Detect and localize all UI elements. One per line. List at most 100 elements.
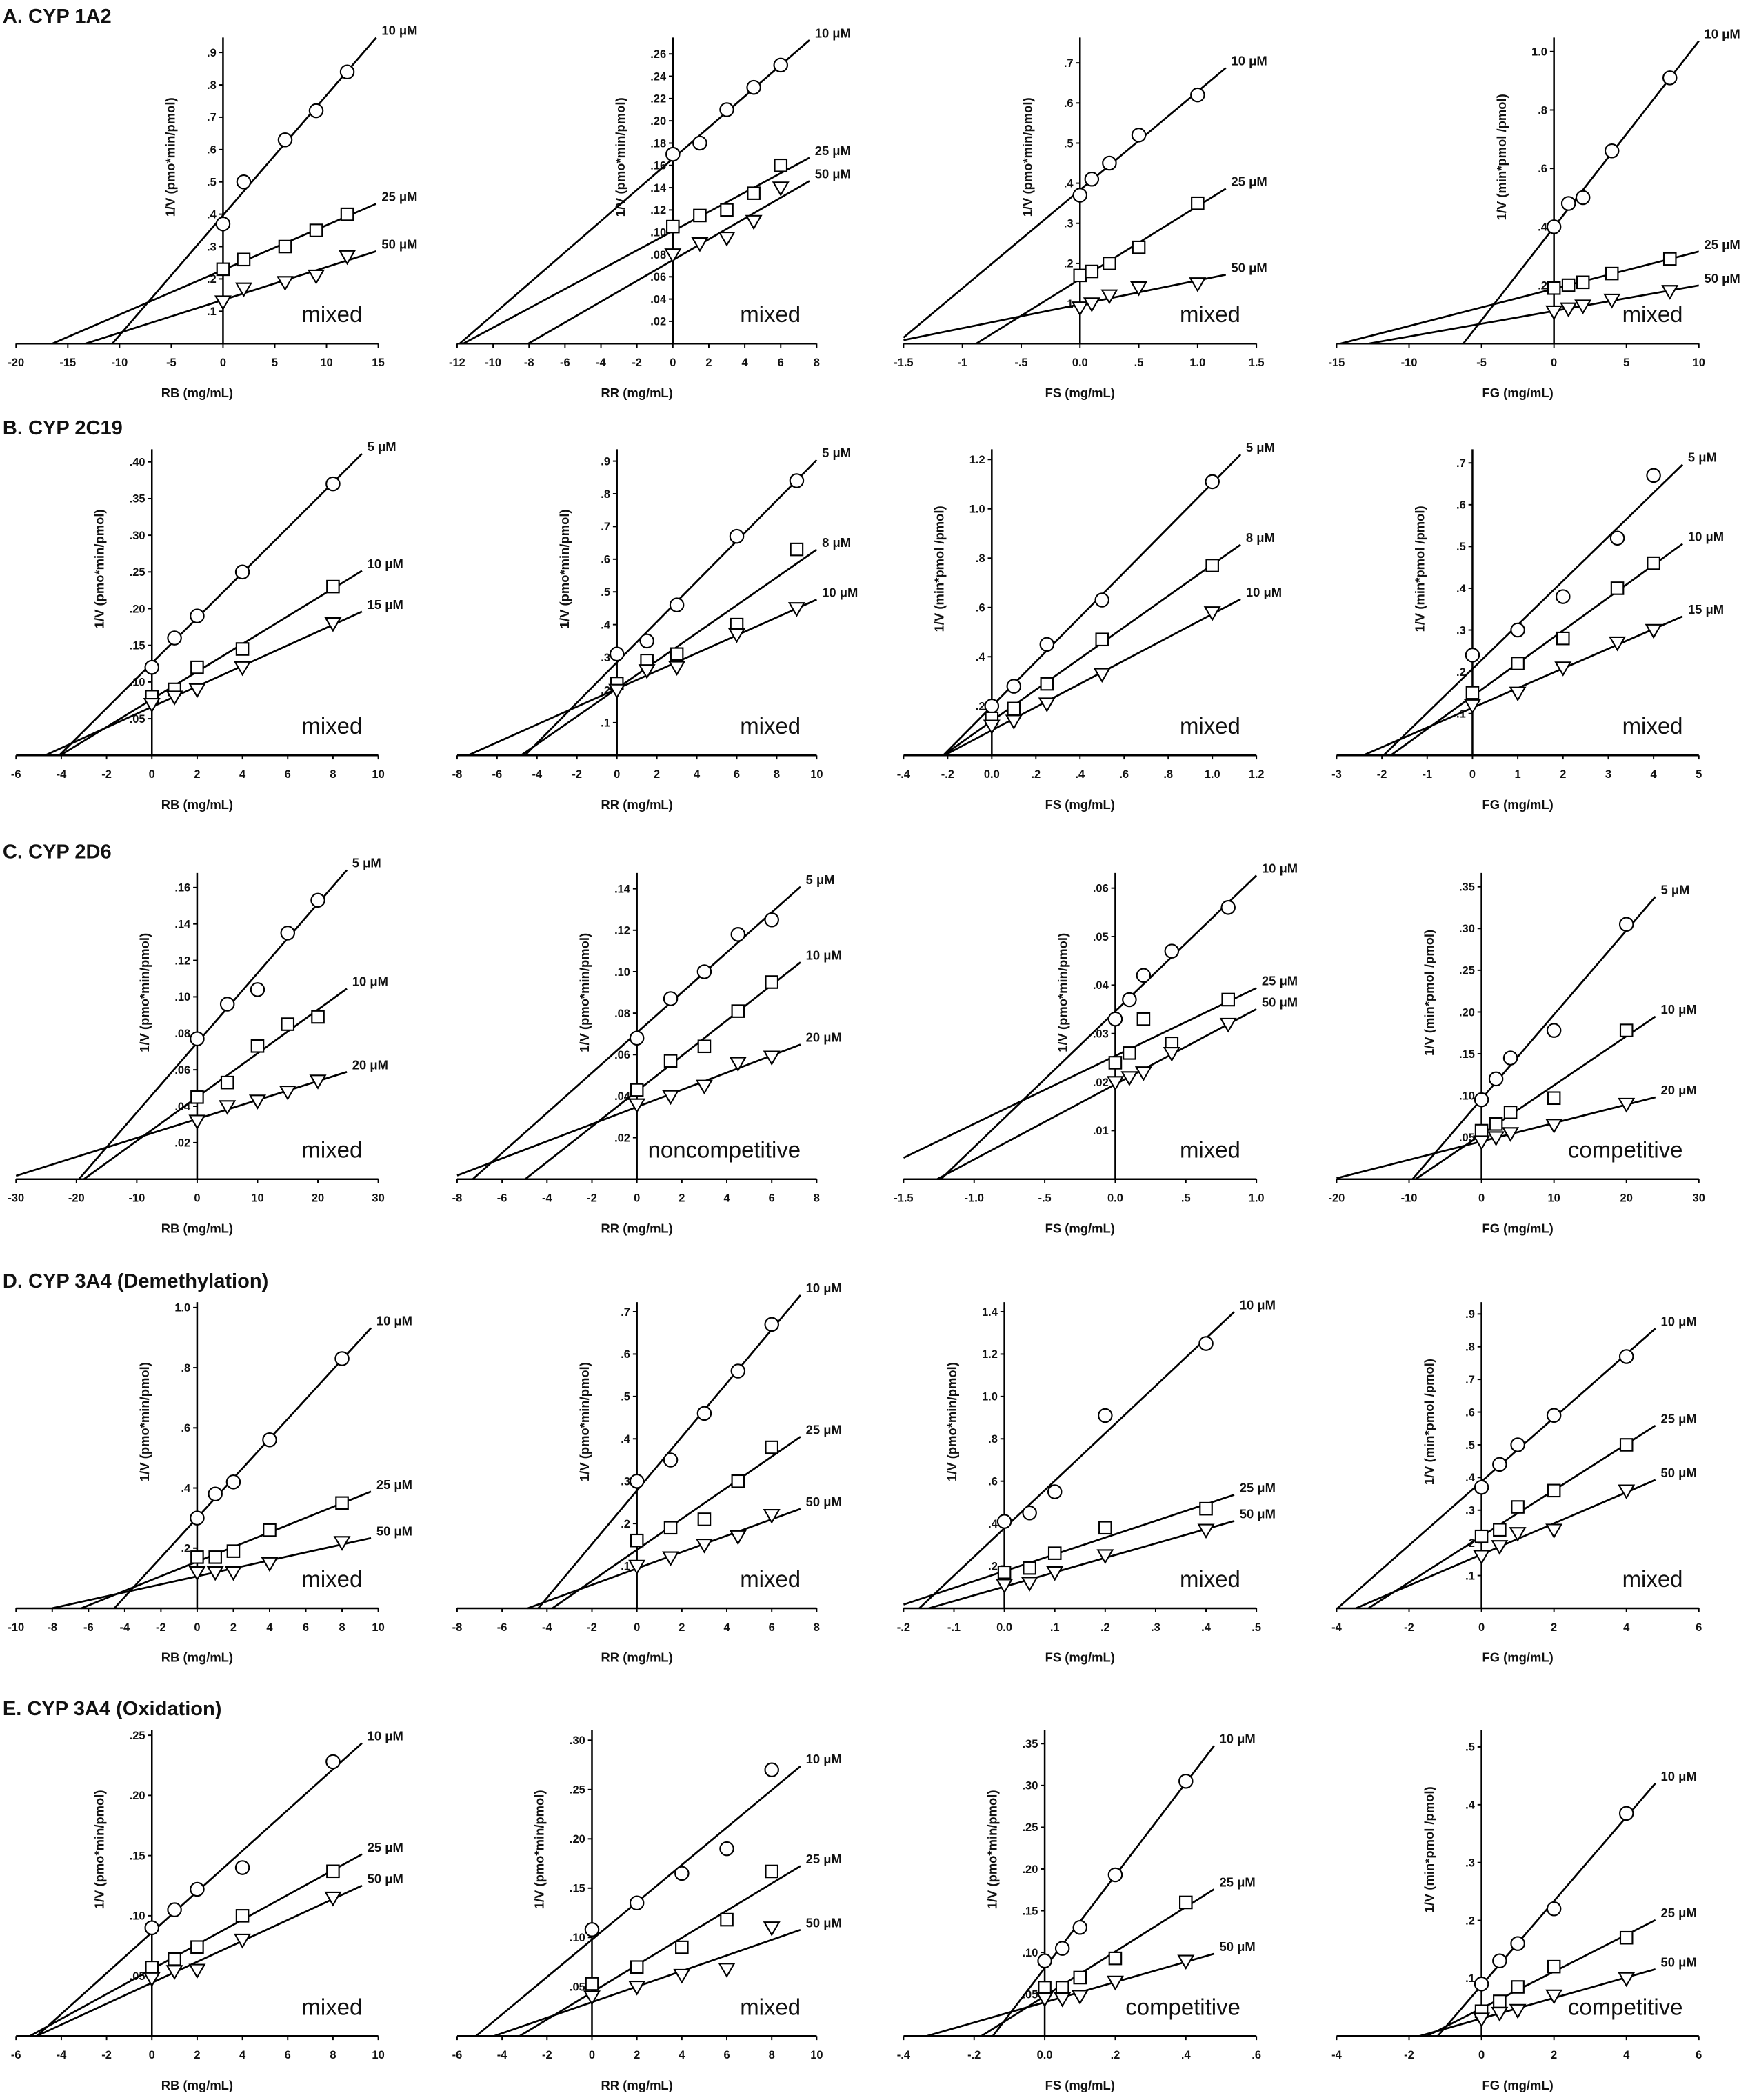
y-axis-label: 1/V (pmo*min/pmol) xyxy=(613,97,627,217)
point xyxy=(1071,301,1089,317)
x-tick-label: -10 xyxy=(485,357,501,369)
series-label: 50 μM xyxy=(1660,1466,1696,1480)
series-label: 10 μM xyxy=(368,557,403,571)
x-tick-label: -8 xyxy=(452,1621,463,1634)
point xyxy=(1022,1506,1037,1521)
series-label: 50 μM xyxy=(806,1915,842,1930)
point xyxy=(1131,128,1147,143)
x-tick-label: -10 xyxy=(1401,1192,1418,1205)
series-label: 10 μM xyxy=(806,1752,842,1766)
x-tick-label: 8 xyxy=(814,1192,820,1205)
series-label: 10 μM xyxy=(1660,1002,1696,1017)
y-tick-label: 1.0 xyxy=(1531,46,1547,59)
point xyxy=(145,1961,159,1974)
point xyxy=(1545,305,1563,321)
point xyxy=(729,1057,747,1072)
point xyxy=(1474,1479,1489,1495)
point xyxy=(234,661,252,677)
x-axis-label: RB (mg/mL) xyxy=(161,1221,233,1235)
point xyxy=(1108,1951,1123,1966)
point xyxy=(669,597,685,612)
x-tick-label: .3 xyxy=(1151,1621,1160,1634)
y-tick-label: .4 xyxy=(621,1433,631,1446)
annotation: mixed xyxy=(301,713,362,739)
x-tick-label: -2 xyxy=(632,357,642,369)
point xyxy=(215,216,231,232)
y-tick-label: .10 xyxy=(650,227,666,239)
y-tick-label: .7 xyxy=(207,112,217,124)
panel: -1.5 -1.0 -.5 0.0 .5 1.0 .01 .02 .03 .04 .05 .06 FS … xyxy=(894,861,1298,1236)
point xyxy=(1618,1972,1636,1988)
y-tick-label: .14 xyxy=(174,919,191,931)
point xyxy=(188,1566,206,1581)
point xyxy=(1072,1920,1088,1935)
point xyxy=(1509,2003,1527,2019)
x-tick-label: 0.0 xyxy=(996,1621,1012,1634)
y-tick-label: .8 xyxy=(1538,104,1547,117)
fit-line xyxy=(928,1520,1235,1610)
y-tick-label: .2 xyxy=(1456,666,1466,679)
point xyxy=(789,473,805,488)
x-tick-label: -.2 xyxy=(897,1621,910,1634)
point xyxy=(697,1512,712,1526)
y-tick-label: .04 xyxy=(650,293,667,306)
panel: -.2 -.1 0.0 .1 .2 .3 .4 .5 .2 .4 .6 .8 1.0 1.2 1.4 FS (… xyxy=(897,1297,1276,1664)
point xyxy=(248,1094,266,1110)
fit-line xyxy=(111,37,377,345)
point xyxy=(638,664,656,679)
point xyxy=(1619,1023,1634,1037)
x-tick-label: -4 xyxy=(542,1192,552,1205)
panel: -12 -10 -8 -6 -4 -2 0 2 4 6 8 .02 .04 .06 .08 .10 .12 .14… xyxy=(449,26,851,399)
point xyxy=(673,1968,691,1984)
x-axis-label: FS (mg/mL) xyxy=(1045,2078,1115,2092)
x-tick-label: .2 xyxy=(1031,768,1041,781)
point xyxy=(1007,701,1021,716)
point xyxy=(167,630,182,646)
annotation: mixed xyxy=(740,301,801,327)
point xyxy=(730,927,746,942)
point xyxy=(235,1909,250,1923)
point xyxy=(1465,686,1480,700)
point xyxy=(692,135,707,151)
point xyxy=(1134,1066,1152,1081)
row-title: D. CYP 3A4 (Demethylation) xyxy=(3,1270,268,1292)
x-tick-label: -30 xyxy=(8,1192,24,1205)
point xyxy=(1094,592,1110,608)
point xyxy=(1493,1994,1507,2008)
point xyxy=(1098,1521,1112,1535)
y-tick-label: .10 xyxy=(130,677,145,689)
y-tick-label: .30 xyxy=(1459,923,1475,935)
annotation: competitive xyxy=(1568,1994,1683,2019)
point xyxy=(333,1536,351,1551)
y-tick-label: .04 xyxy=(1093,979,1109,992)
x-tick-label: 4 xyxy=(694,768,701,781)
fit-line xyxy=(59,452,363,757)
point xyxy=(1098,1408,1113,1423)
point xyxy=(280,926,296,941)
y-tick-label: .7 xyxy=(1064,57,1074,70)
y-tick-label: .20 xyxy=(130,603,145,615)
point xyxy=(324,617,342,632)
point xyxy=(1492,1953,1507,1969)
panel: -1.5 -1 -.5 0.0 .5 1.0 1.5 .1 .2 .3 .4 .5 .6 .7 FS (mg… xyxy=(894,37,1267,400)
point xyxy=(1179,1895,1193,1910)
fit-line xyxy=(1367,1425,1656,1610)
x-tick-label: 2 xyxy=(654,768,660,781)
row-title: E. CYP 3A4 (Oxidation) xyxy=(3,1698,222,1720)
point xyxy=(764,912,779,928)
fit-line xyxy=(981,1888,1215,2037)
point xyxy=(234,282,252,298)
point xyxy=(219,997,235,1012)
fit-line xyxy=(903,67,1227,339)
fit-line xyxy=(1415,1015,1656,1180)
point xyxy=(764,1317,779,1332)
annotation: mixed xyxy=(301,1566,362,1592)
fit-line xyxy=(903,987,1257,1159)
point xyxy=(190,660,204,674)
y-tick-label: .25 xyxy=(1022,1821,1038,1834)
y-axis-label: 1/V (min*pmol /pmol) xyxy=(1494,94,1509,220)
fit-line xyxy=(59,570,363,757)
x-tick-label: -4 xyxy=(497,2049,507,2061)
point xyxy=(718,1963,736,1978)
y-axis-label: 1/V (pmo*min/pmol) xyxy=(137,1362,152,1481)
